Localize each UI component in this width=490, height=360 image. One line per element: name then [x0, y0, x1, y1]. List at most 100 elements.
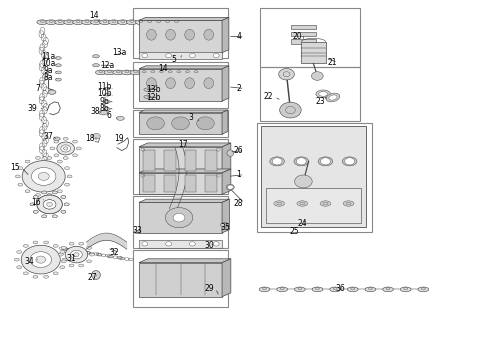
Bar	[139, 173, 222, 194]
Circle shape	[47, 202, 52, 207]
Circle shape	[165, 208, 193, 228]
Circle shape	[147, 117, 164, 130]
Ellipse shape	[91, 20, 101, 24]
Ellipse shape	[69, 242, 74, 245]
Ellipse shape	[50, 147, 55, 150]
Circle shape	[43, 200, 56, 209]
Ellipse shape	[171, 20, 182, 24]
Circle shape	[166, 242, 171, 246]
Ellipse shape	[55, 57, 61, 59]
Circle shape	[345, 158, 354, 165]
Ellipse shape	[87, 260, 92, 263]
Ellipse shape	[73, 154, 77, 157]
Polygon shape	[222, 17, 229, 53]
Polygon shape	[139, 199, 229, 202]
Ellipse shape	[17, 266, 22, 269]
Ellipse shape	[126, 20, 137, 24]
Ellipse shape	[326, 93, 340, 102]
Bar	[205, 175, 217, 192]
Text: 25: 25	[289, 228, 299, 237]
Ellipse shape	[33, 195, 38, 198]
Ellipse shape	[365, 287, 376, 292]
Text: 9b: 9b	[100, 96, 110, 105]
Ellipse shape	[220, 223, 228, 227]
Polygon shape	[139, 110, 228, 113]
Ellipse shape	[17, 251, 22, 253]
Ellipse shape	[61, 195, 66, 198]
Ellipse shape	[55, 78, 61, 81]
Bar	[139, 52, 222, 59]
Ellipse shape	[117, 116, 124, 120]
Ellipse shape	[147, 30, 156, 40]
Text: 9a: 9a	[43, 66, 53, 75]
Ellipse shape	[61, 210, 66, 213]
Text: 1: 1	[236, 170, 241, 179]
Ellipse shape	[162, 20, 173, 24]
Ellipse shape	[73, 20, 83, 24]
Ellipse shape	[54, 140, 59, 143]
Ellipse shape	[144, 95, 151, 98]
Text: 32: 32	[109, 248, 119, 257]
Circle shape	[272, 158, 282, 165]
Ellipse shape	[166, 30, 175, 40]
Ellipse shape	[79, 264, 84, 267]
Ellipse shape	[42, 215, 47, 218]
Bar	[133, 250, 228, 307]
Polygon shape	[139, 143, 231, 147]
Ellipse shape	[25, 190, 30, 193]
Ellipse shape	[185, 78, 195, 89]
Text: 15: 15	[11, 163, 20, 172]
Ellipse shape	[64, 203, 69, 206]
Bar	[292, 24, 316, 29]
Ellipse shape	[53, 272, 58, 275]
Text: 6: 6	[107, 111, 112, 120]
Bar	[260, 67, 360, 121]
Circle shape	[173, 213, 185, 222]
Ellipse shape	[329, 95, 337, 100]
Text: 14: 14	[90, 11, 99, 20]
Ellipse shape	[156, 70, 167, 75]
Bar	[143, 175, 155, 192]
Ellipse shape	[55, 64, 61, 67]
Ellipse shape	[297, 201, 308, 206]
Circle shape	[21, 245, 60, 274]
Ellipse shape	[57, 190, 62, 193]
Circle shape	[37, 195, 62, 214]
Text: 36: 36	[335, 284, 345, 293]
Circle shape	[296, 158, 306, 165]
Text: 35: 35	[220, 223, 230, 232]
Bar	[185, 175, 196, 192]
Circle shape	[57, 142, 74, 155]
Circle shape	[71, 250, 82, 259]
Ellipse shape	[147, 78, 156, 89]
Circle shape	[31, 167, 56, 185]
Bar	[301, 42, 326, 63]
Polygon shape	[139, 259, 231, 263]
Ellipse shape	[61, 210, 66, 213]
Ellipse shape	[61, 260, 66, 263]
Ellipse shape	[93, 55, 99, 58]
Ellipse shape	[130, 70, 141, 75]
Text: 22: 22	[264, 92, 273, 101]
Ellipse shape	[33, 210, 38, 213]
Ellipse shape	[52, 215, 57, 218]
Ellipse shape	[47, 194, 52, 196]
Bar	[185, 149, 196, 171]
Ellipse shape	[226, 184, 234, 190]
Ellipse shape	[53, 244, 58, 247]
Ellipse shape	[60, 251, 65, 253]
Text: 38: 38	[90, 107, 100, 116]
Text: 12a: 12a	[100, 61, 114, 70]
Ellipse shape	[90, 253, 95, 256]
Bar	[261, 126, 367, 226]
Circle shape	[172, 117, 189, 130]
Polygon shape	[222, 259, 231, 297]
Ellipse shape	[53, 137, 60, 140]
Ellipse shape	[57, 160, 62, 163]
Text: 29: 29	[204, 284, 214, 293]
Ellipse shape	[15, 175, 20, 178]
Bar	[143, 149, 155, 171]
Bar	[257, 123, 372, 232]
Ellipse shape	[24, 272, 28, 275]
Circle shape	[320, 158, 330, 165]
